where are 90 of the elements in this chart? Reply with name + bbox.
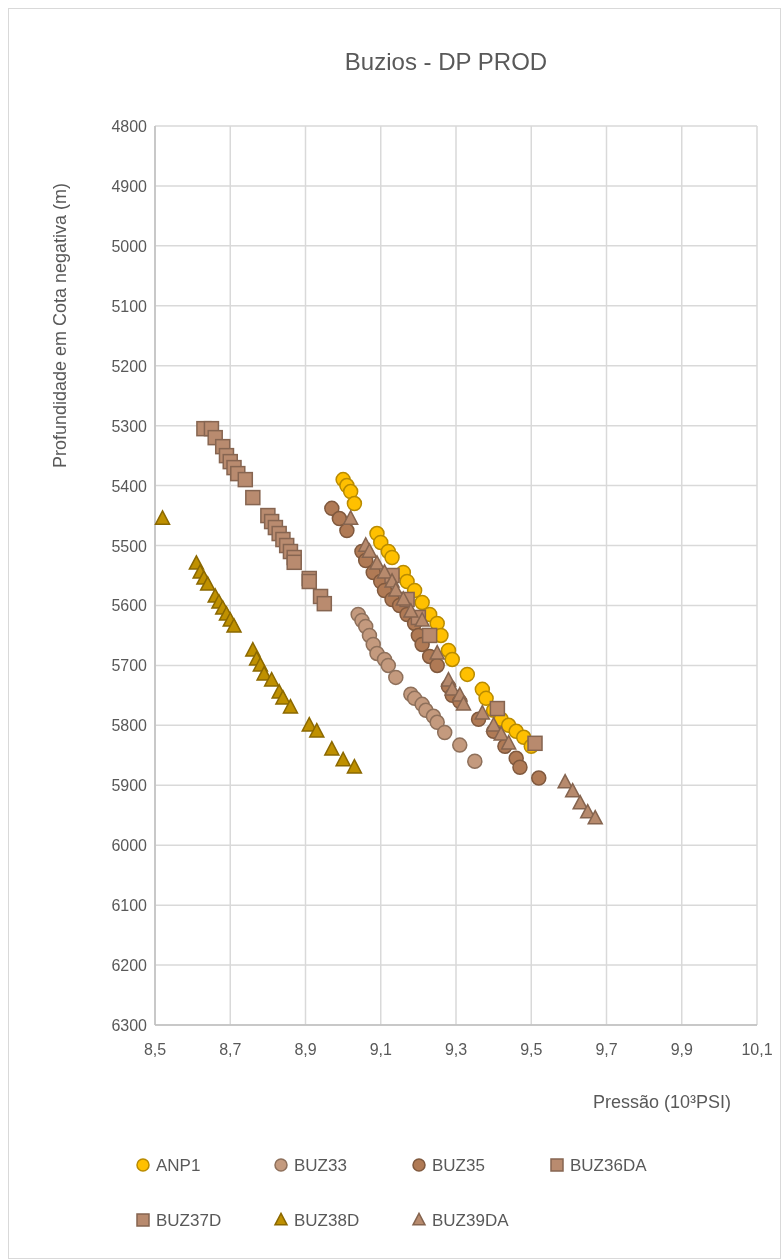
point <box>455 695 472 711</box>
point <box>331 510 348 527</box>
point <box>199 576 216 591</box>
y-tick-label: 5300 <box>111 417 148 435</box>
point <box>245 489 261 506</box>
point <box>572 794 588 810</box>
point <box>346 758 363 774</box>
point <box>414 612 430 627</box>
y-tick-label: 6100 <box>111 897 148 915</box>
point <box>531 770 547 786</box>
y-tick-label: 5100 <box>111 297 148 315</box>
y-axis-title: Profundidade em Cota negativa (m) <box>50 182 70 469</box>
point <box>275 689 291 705</box>
point <box>388 582 404 597</box>
point <box>335 751 351 767</box>
point <box>478 690 494 707</box>
point <box>489 700 506 717</box>
legend-label: BUZ39DA <box>432 1211 510 1230</box>
point <box>557 773 573 789</box>
x-tick-label: 9,1 <box>369 1041 392 1058</box>
point <box>226 617 242 633</box>
point <box>286 554 302 571</box>
legend-label: BUZ35 <box>432 1156 485 1175</box>
y-tick-label: 5900 <box>111 777 148 795</box>
point <box>237 471 254 488</box>
point <box>282 698 299 714</box>
point <box>316 595 333 612</box>
y-tick-label: 5500 <box>111 537 148 555</box>
point <box>256 665 272 681</box>
point <box>376 564 393 579</box>
y-tick-label: 6300 <box>111 1017 148 1034</box>
point <box>429 657 445 674</box>
point <box>421 627 438 644</box>
chart-title: Buzios - DP PROD <box>344 48 548 75</box>
x-tick-label: 9,5 <box>520 1041 543 1058</box>
x-tick-label: 10,1 <box>741 1041 773 1058</box>
point <box>384 549 400 566</box>
point <box>429 714 445 731</box>
point <box>395 591 412 606</box>
point <box>564 782 581 798</box>
legend-label: BUZ38D <box>294 1211 360 1230</box>
point <box>369 555 385 570</box>
point <box>452 737 468 753</box>
x-tick-label: 9,3 <box>444 1041 468 1058</box>
point <box>467 753 483 770</box>
point <box>263 671 280 687</box>
point <box>436 724 453 741</box>
legend-label: BUZ37D <box>156 1211 222 1230</box>
point <box>512 759 528 776</box>
point <box>459 666 476 683</box>
point <box>342 510 359 525</box>
legend-label: BUZ33 <box>294 1156 347 1175</box>
y-tick-label: 5000 <box>111 237 148 255</box>
point <box>403 603 419 618</box>
y-tick-label: 5600 <box>111 597 148 615</box>
point <box>414 594 430 611</box>
x-tick-label: 8,7 <box>219 1041 242 1058</box>
point <box>342 483 359 500</box>
point <box>361 543 378 558</box>
x-axis-title: Pressão (10³PSI) <box>592 1092 731 1112</box>
point <box>388 669 404 686</box>
point <box>493 725 509 741</box>
x-tick-label: 9,9 <box>670 1041 693 1058</box>
point <box>500 734 517 750</box>
y-tick-label: 5800 <box>111 717 148 735</box>
point <box>380 657 397 674</box>
y-tick-label: 6000 <box>111 837 148 855</box>
y-tick-label: 4800 <box>111 118 148 135</box>
point <box>309 722 325 738</box>
y-tick-label: 5400 <box>111 477 148 495</box>
y-tick-label: 4900 <box>111 177 148 195</box>
y-tick-label: 5200 <box>111 357 148 375</box>
point <box>346 495 363 512</box>
legend-label: ANP1 <box>156 1156 201 1175</box>
point <box>587 809 603 825</box>
point <box>154 510 171 525</box>
y-tick-label: 5700 <box>111 657 148 675</box>
legend-label: BUZ36DA <box>570 1156 648 1175</box>
point <box>324 740 340 756</box>
x-tick-label: 9,7 <box>595 1041 618 1058</box>
point <box>444 680 460 696</box>
point <box>485 716 502 732</box>
x-tick-label: 8,5 <box>143 1041 167 1058</box>
y-tick-label: 6200 <box>111 957 148 975</box>
point <box>527 735 543 752</box>
point <box>324 500 340 517</box>
point <box>429 644 445 660</box>
x-tick-label: 8,9 <box>294 1041 317 1058</box>
point <box>444 651 460 668</box>
point <box>474 704 491 720</box>
